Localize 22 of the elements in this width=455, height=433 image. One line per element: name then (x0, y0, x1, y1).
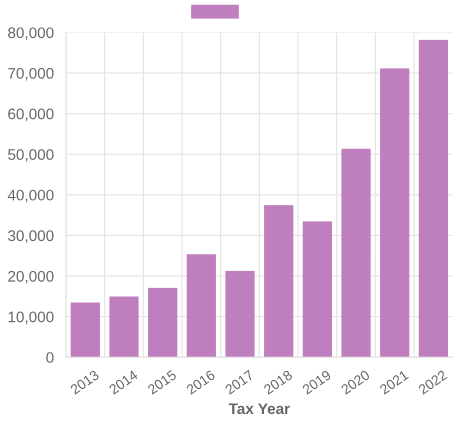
bar (264, 205, 294, 358)
y-tick-label: 30,000 (8, 230, 54, 243)
bar (186, 254, 216, 358)
y-tick-label: 20,000 (8, 270, 54, 284)
y-tick-label: 40,000 (8, 190, 54, 202)
y-tick-label: 60,000 (8, 108, 54, 122)
x-tick-label: 2019 (302, 370, 332, 395)
y-tick-label: 50,000 (8, 149, 54, 162)
y-tick-label: 80,000 (8, 27, 54, 40)
bar (380, 68, 410, 358)
bar (109, 296, 139, 358)
bar (70, 302, 100, 358)
bar (302, 221, 332, 358)
y-tick-label: 70,000 (8, 68, 54, 81)
x-axis-title: Tax Year (228, 403, 290, 414)
bar (148, 288, 178, 358)
bar (225, 270, 255, 358)
y-tick-label: 10,000 (8, 312, 54, 324)
bar (418, 40, 448, 358)
y-tick-label: 0 (46, 352, 54, 363)
x-tick-label: 2021 (379, 370, 409, 395)
bar (341, 148, 371, 358)
